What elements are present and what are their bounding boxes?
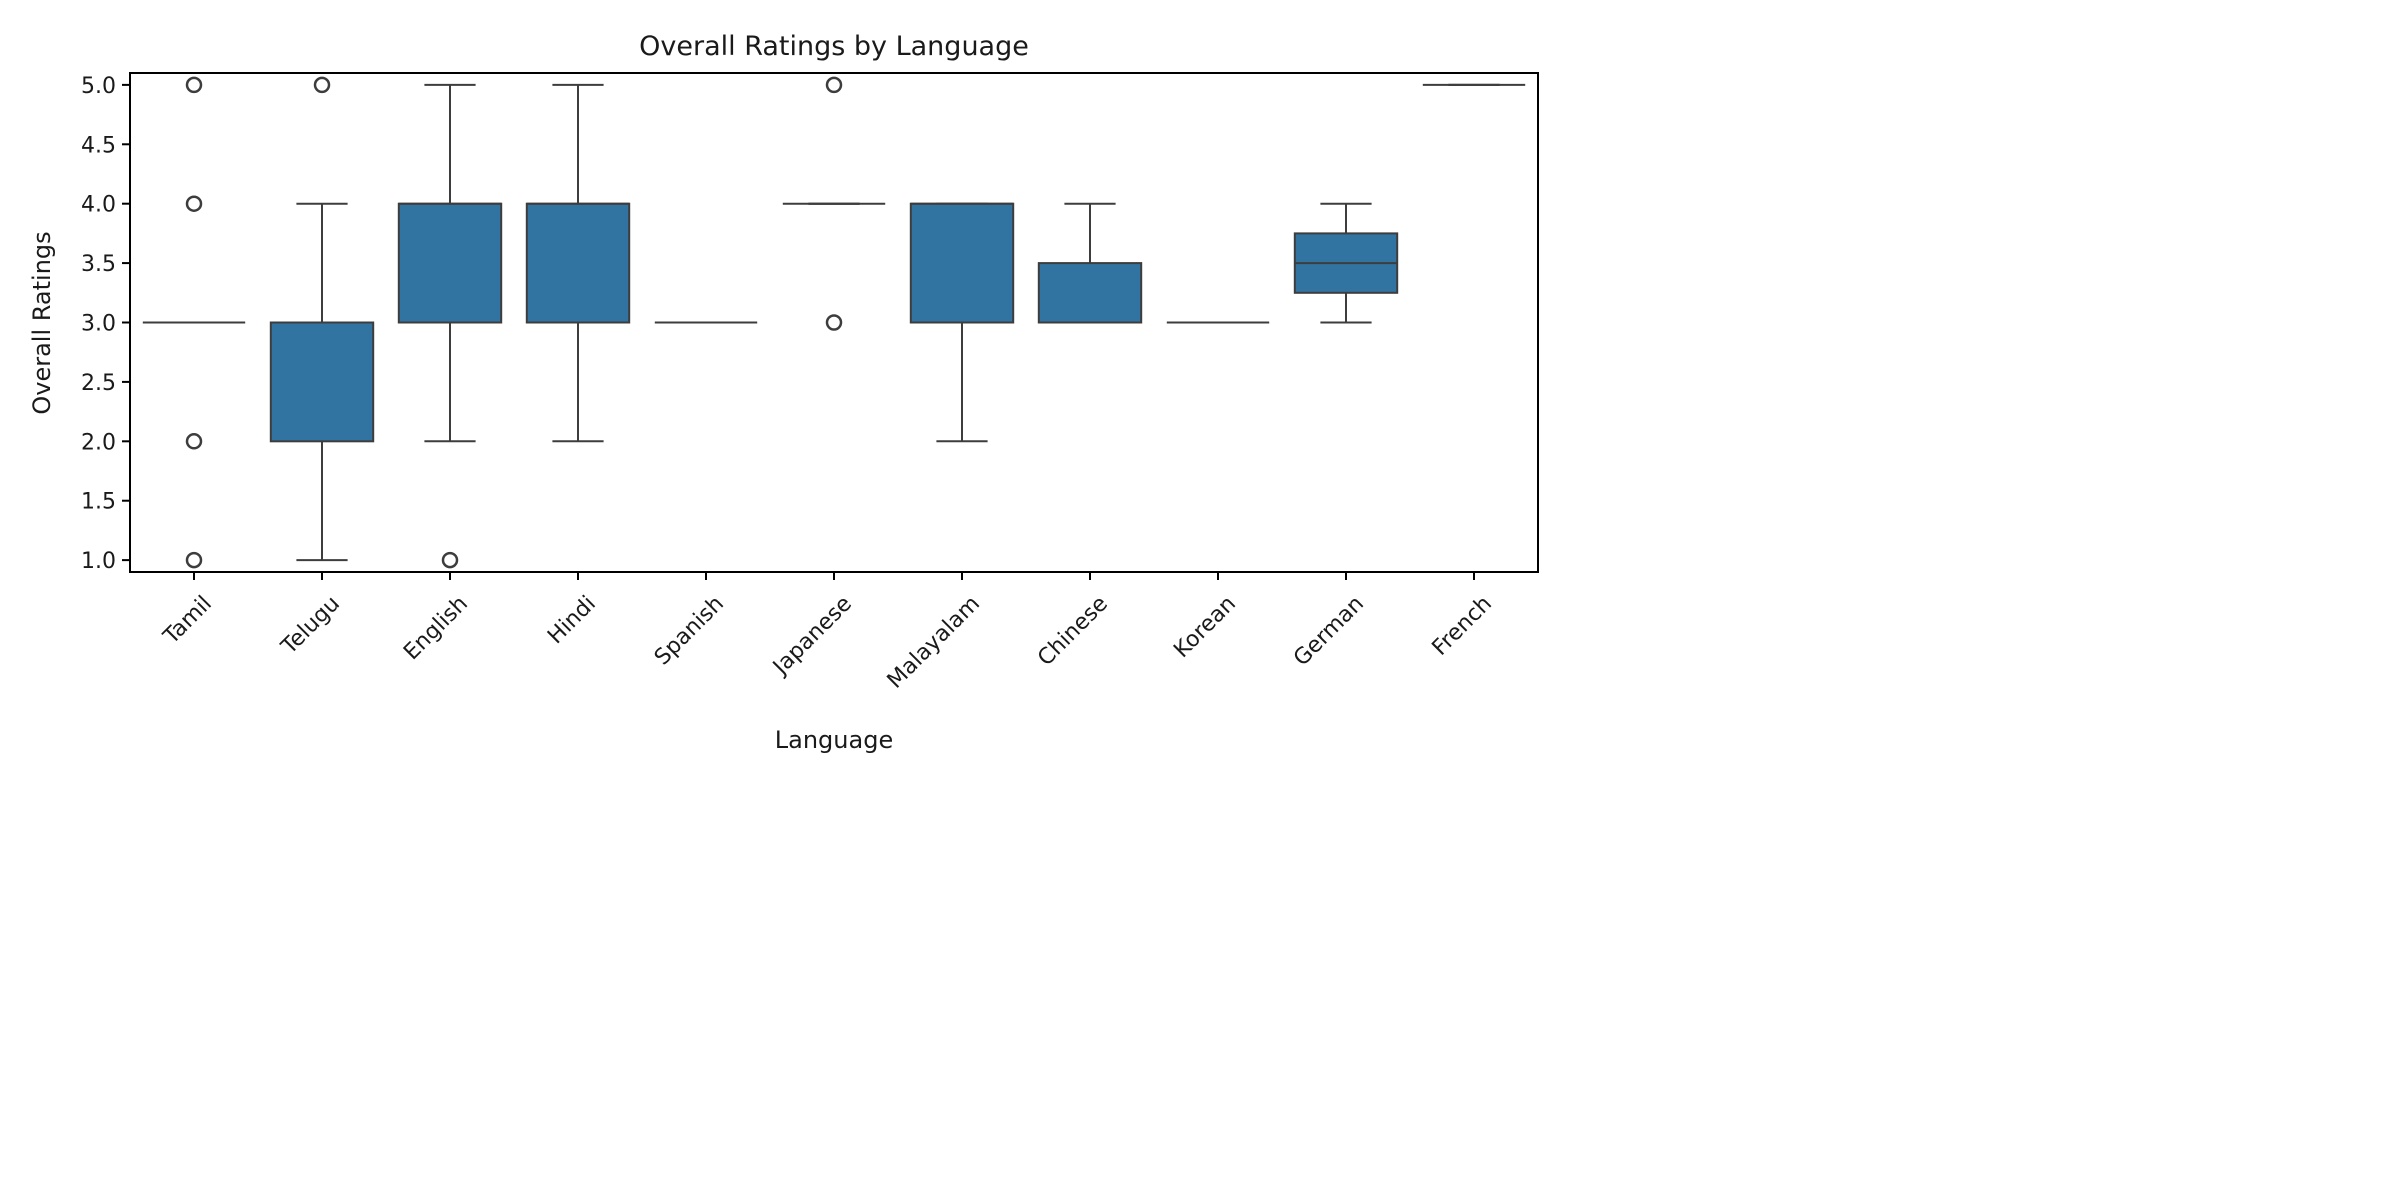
y-axis-label: Overall Ratings bbox=[28, 231, 56, 414]
box-english bbox=[397, 83, 503, 569]
chart-container: Overall Ratings by Language 1.0 1.5 2.0 2.5… bbox=[0, 0, 1568, 784]
box-body-english bbox=[397, 202, 503, 324]
x-tick-label-telugu: Telugu bbox=[276, 591, 345, 660]
box-malayalam bbox=[909, 202, 1015, 443]
y-tick-label-5: 3.5 bbox=[81, 252, 116, 277]
x-tick-label-malayalam: Malayalam bbox=[883, 591, 985, 693]
x-tick-label-tamil: Tamil bbox=[158, 591, 217, 650]
y-tick-label-6: 4.0 bbox=[81, 193, 116, 218]
chart-title: Overall Ratings by Language bbox=[639, 31, 1029, 62]
outlier-tamil-2 bbox=[185, 195, 203, 212]
y-tick-label-7: 4.5 bbox=[81, 133, 116, 158]
y-tick-label-4: 3.0 bbox=[81, 312, 116, 337]
x-tick-label-english: English bbox=[399, 591, 473, 665]
box-chinese bbox=[1037, 202, 1143, 324]
outlier-tamil-0 bbox=[185, 551, 203, 569]
x-tick-label-german: German bbox=[1289, 591, 1369, 671]
x-tick-label-hindi: Hindi bbox=[543, 591, 601, 649]
outlier-tamil-1 bbox=[185, 433, 203, 450]
box-tamil bbox=[142, 76, 246, 569]
x-tick-label-french: French bbox=[1428, 591, 1497, 660]
x-axis-label: Language bbox=[775, 726, 893, 754]
x-tick-label-korean: Korean bbox=[1169, 591, 1241, 663]
outlier-japanese-1 bbox=[825, 76, 843, 94]
box-telugu bbox=[269, 76, 375, 562]
outlier-telugu-0 bbox=[313, 76, 331, 94]
x-tick-label-japanese: Japanese bbox=[767, 591, 857, 681]
box-german bbox=[1293, 202, 1399, 324]
x-tick-label-chinese: Chinese bbox=[1033, 591, 1113, 671]
box-japanese bbox=[782, 76, 886, 331]
y-axis: 1.0 1.5 2.0 2.5 3.0 3.5 4.0 4.5 5.0 bbox=[81, 74, 130, 574]
y-tick-label-2: 2.0 bbox=[81, 430, 116, 455]
outlier-japanese-0 bbox=[825, 314, 843, 331]
box-body-hindi bbox=[525, 202, 631, 324]
y-tick-label-0: 1.0 bbox=[81, 549, 116, 574]
y-tick-label-1: 1.5 bbox=[81, 490, 116, 515]
outlier-english-0 bbox=[441, 551, 459, 569]
plot-area bbox=[129, 72, 1539, 573]
box-plot-chart: Overall Ratings by Language 1.0 1.5 2.0 2.5… bbox=[28, 31, 1539, 754]
box-body-telugu bbox=[269, 321, 375, 443]
x-tick-label-spanish: Spanish bbox=[650, 591, 729, 670]
x-axis: Tamil Telugu English Hindi Spanish Japanese Ma… bbox=[158, 572, 1497, 694]
box-body-malayalam bbox=[909, 202, 1015, 324]
outlier-tamil-3 bbox=[185, 76, 203, 94]
y-tick-label-8: 5.0 bbox=[81, 74, 116, 99]
y-tick-label-3: 2.5 bbox=[81, 371, 116, 396]
box-body-chinese bbox=[1037, 262, 1143, 324]
box-hindi bbox=[525, 83, 631, 443]
